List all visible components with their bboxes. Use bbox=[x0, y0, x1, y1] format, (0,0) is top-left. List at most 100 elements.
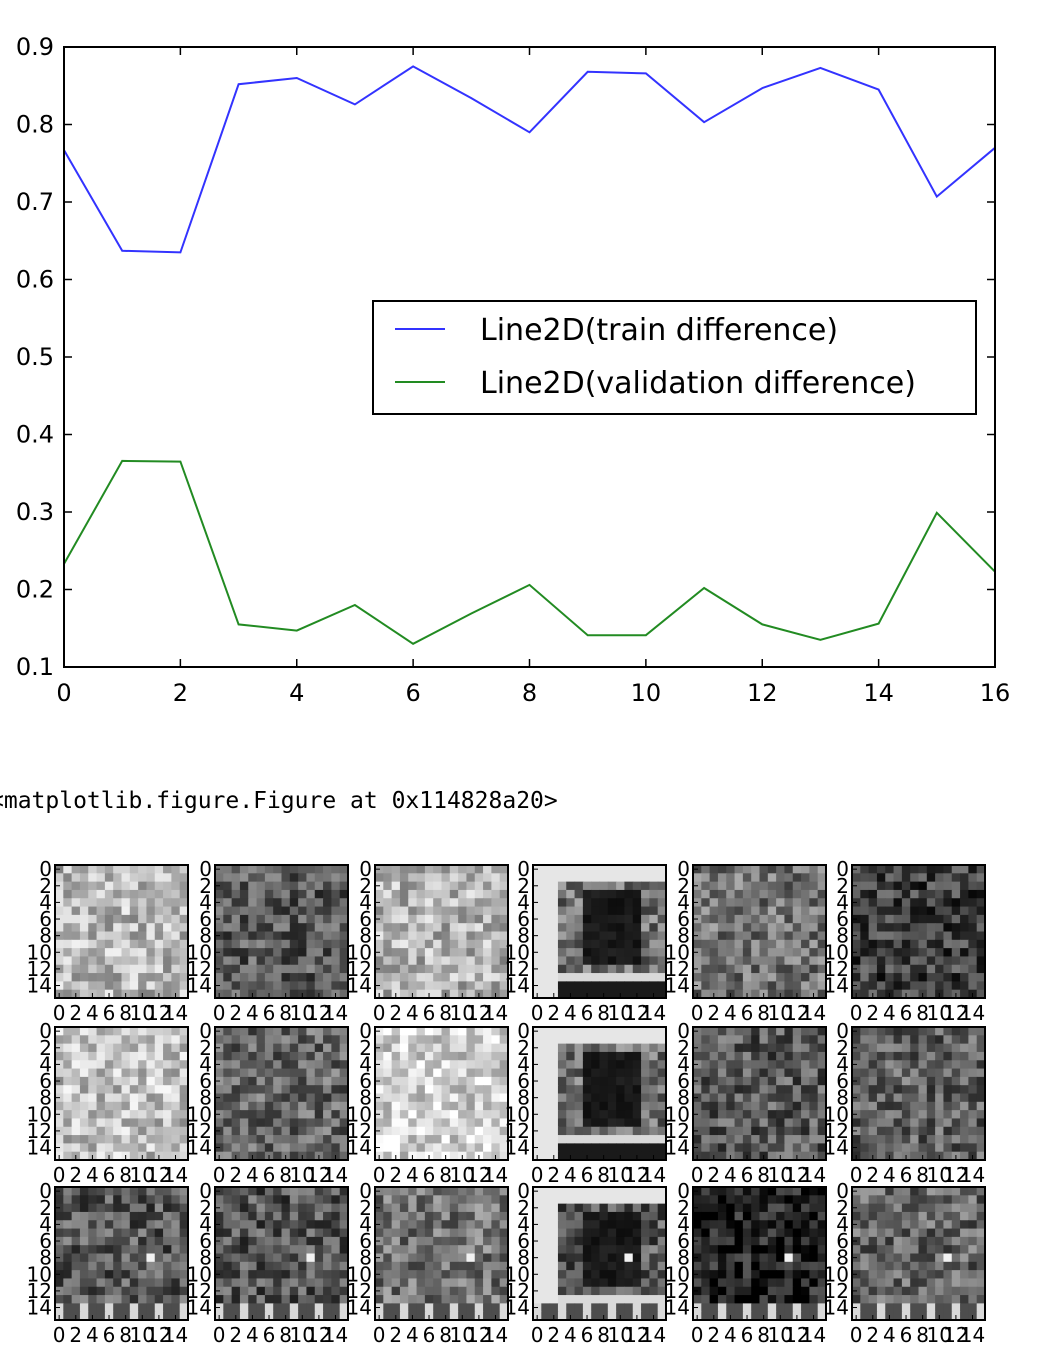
pixel bbox=[649, 889, 659, 899]
tile-x-tick-label: 14 bbox=[960, 1163, 985, 1187]
pixel bbox=[801, 1203, 810, 1213]
tile-x-tick-label: 6 bbox=[263, 1163, 276, 1187]
pixel bbox=[616, 1187, 626, 1196]
tile-frame bbox=[532, 1026, 667, 1161]
pixel bbox=[918, 1060, 928, 1070]
tile-y-tick-label: 0 bbox=[359, 1179, 372, 1203]
pixel bbox=[375, 1118, 384, 1128]
pixel bbox=[709, 865, 719, 874]
pixel bbox=[215, 939, 224, 949]
tile-y-tick-label: 6 bbox=[517, 907, 530, 931]
pixel bbox=[96, 1093, 106, 1103]
pixel bbox=[466, 1135, 476, 1144]
pixel bbox=[759, 881, 769, 891]
pixel bbox=[885, 948, 895, 958]
pixel bbox=[441, 948, 451, 958]
pixel bbox=[416, 1220, 426, 1230]
pixel bbox=[129, 1187, 139, 1196]
pixel bbox=[776, 914, 786, 924]
pixel bbox=[582, 1076, 592, 1086]
pixel bbox=[742, 1261, 752, 1271]
x-tick-label: 6 bbox=[405, 679, 420, 707]
pixel bbox=[541, 1126, 551, 1136]
tile-y-tick-label: 2 bbox=[677, 874, 690, 898]
pixel bbox=[607, 981, 617, 991]
pixel bbox=[113, 964, 123, 974]
pixel bbox=[458, 1286, 468, 1296]
pixel bbox=[541, 939, 551, 949]
pixel bbox=[557, 1043, 567, 1053]
pixel bbox=[483, 914, 492, 924]
tile-x-tick-label: 4 bbox=[246, 1163, 259, 1187]
pixel bbox=[458, 931, 468, 941]
pixel bbox=[256, 1068, 266, 1078]
pixel bbox=[491, 1286, 501, 1296]
pixel bbox=[943, 948, 953, 958]
pixel bbox=[449, 1228, 459, 1238]
pixel bbox=[566, 939, 576, 949]
pixel bbox=[759, 1027, 769, 1036]
pixel bbox=[976, 889, 986, 899]
pixel bbox=[910, 1060, 920, 1070]
pixel bbox=[383, 1126, 393, 1136]
pixel bbox=[624, 1051, 634, 1061]
pixel bbox=[860, 1151, 870, 1161]
tile-x-tick-label: 8 bbox=[119, 1163, 132, 1187]
pixel bbox=[239, 981, 249, 991]
pixel bbox=[383, 1303, 393, 1313]
pixel bbox=[574, 1068, 584, 1078]
pixel bbox=[129, 989, 139, 999]
pixel bbox=[759, 939, 769, 949]
pixel bbox=[901, 981, 911, 991]
pixel bbox=[424, 1195, 434, 1205]
pixel bbox=[273, 1051, 283, 1061]
pixel bbox=[223, 1027, 233, 1036]
pixel bbox=[306, 1101, 316, 1111]
pixel bbox=[599, 973, 609, 982]
pixel bbox=[943, 906, 953, 916]
pixel bbox=[918, 1043, 928, 1053]
pixel bbox=[273, 923, 283, 933]
pixel bbox=[483, 1236, 492, 1246]
pixel bbox=[616, 1195, 626, 1205]
pixel bbox=[408, 964, 418, 974]
pixel bbox=[408, 1126, 418, 1136]
pixel bbox=[549, 973, 559, 982]
pixel bbox=[943, 1076, 953, 1086]
pixel bbox=[248, 1211, 258, 1221]
pixel bbox=[935, 973, 945, 982]
pixel bbox=[163, 981, 172, 991]
pixel bbox=[918, 1118, 928, 1128]
pixel bbox=[566, 1126, 576, 1136]
tile-y-tick-label: 14 bbox=[505, 974, 530, 998]
pixel bbox=[632, 964, 642, 974]
pixel bbox=[607, 956, 617, 966]
pixel bbox=[599, 1270, 609, 1280]
pixel bbox=[179, 1143, 189, 1153]
pixel bbox=[171, 948, 181, 958]
pixel bbox=[55, 939, 64, 949]
pixel bbox=[138, 1085, 148, 1095]
pixel bbox=[483, 1211, 492, 1221]
tile-x-tick-label: 4 bbox=[724, 1163, 737, 1187]
pixel bbox=[951, 1110, 961, 1120]
pixel bbox=[632, 1126, 642, 1136]
tile-x-tick-label: 8 bbox=[597, 1323, 610, 1347]
pixel bbox=[976, 1143, 986, 1153]
pixel bbox=[742, 865, 752, 874]
pixel bbox=[809, 1093, 819, 1103]
tile-y-tick-label: 4 bbox=[359, 1212, 372, 1236]
tile-y-tick-label: 14 bbox=[187, 1136, 212, 1160]
pixel bbox=[88, 1253, 98, 1263]
pixel bbox=[960, 865, 969, 874]
pixel bbox=[792, 973, 802, 982]
tile-x-tick-label: 10 bbox=[927, 1163, 952, 1187]
pixel bbox=[138, 1027, 148, 1036]
pixel bbox=[759, 1220, 769, 1230]
pixel bbox=[55, 1135, 64, 1144]
tile-y-tick-label: 8 bbox=[836, 924, 849, 948]
pixel bbox=[433, 906, 443, 916]
pixel bbox=[391, 939, 401, 949]
pixel bbox=[549, 906, 559, 916]
pixel bbox=[314, 1228, 324, 1238]
